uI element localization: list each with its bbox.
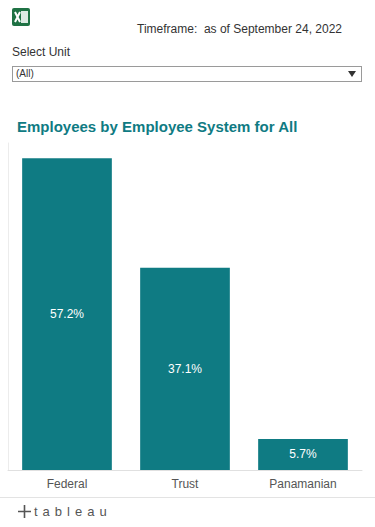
svg-text:5.7%: 5.7% <box>289 447 317 461</box>
svg-text:Employees by Employee System f: Employees by Employee System for All <box>17 118 297 135</box>
html-text:Select Unit: Select Unit <box>12 45 70 59</box>
svg-text:37.1%: 37.1% <box>168 362 202 376</box>
html-text:(All): (All) <box>16 68 34 79</box>
svg-text:Federal: Federal <box>47 477 88 491</box>
svg-text:Trust: Trust <box>172 477 200 491</box>
svg-text:57.2%: 57.2% <box>50 307 84 321</box>
svg-text:Panamanian: Panamanian <box>269 477 336 491</box>
html-text:Timeframe: as of September 24,: Timeframe: as of September 24, 2022 <box>137 22 342 36</box>
html-text:tableau: tableau <box>34 504 112 519</box>
